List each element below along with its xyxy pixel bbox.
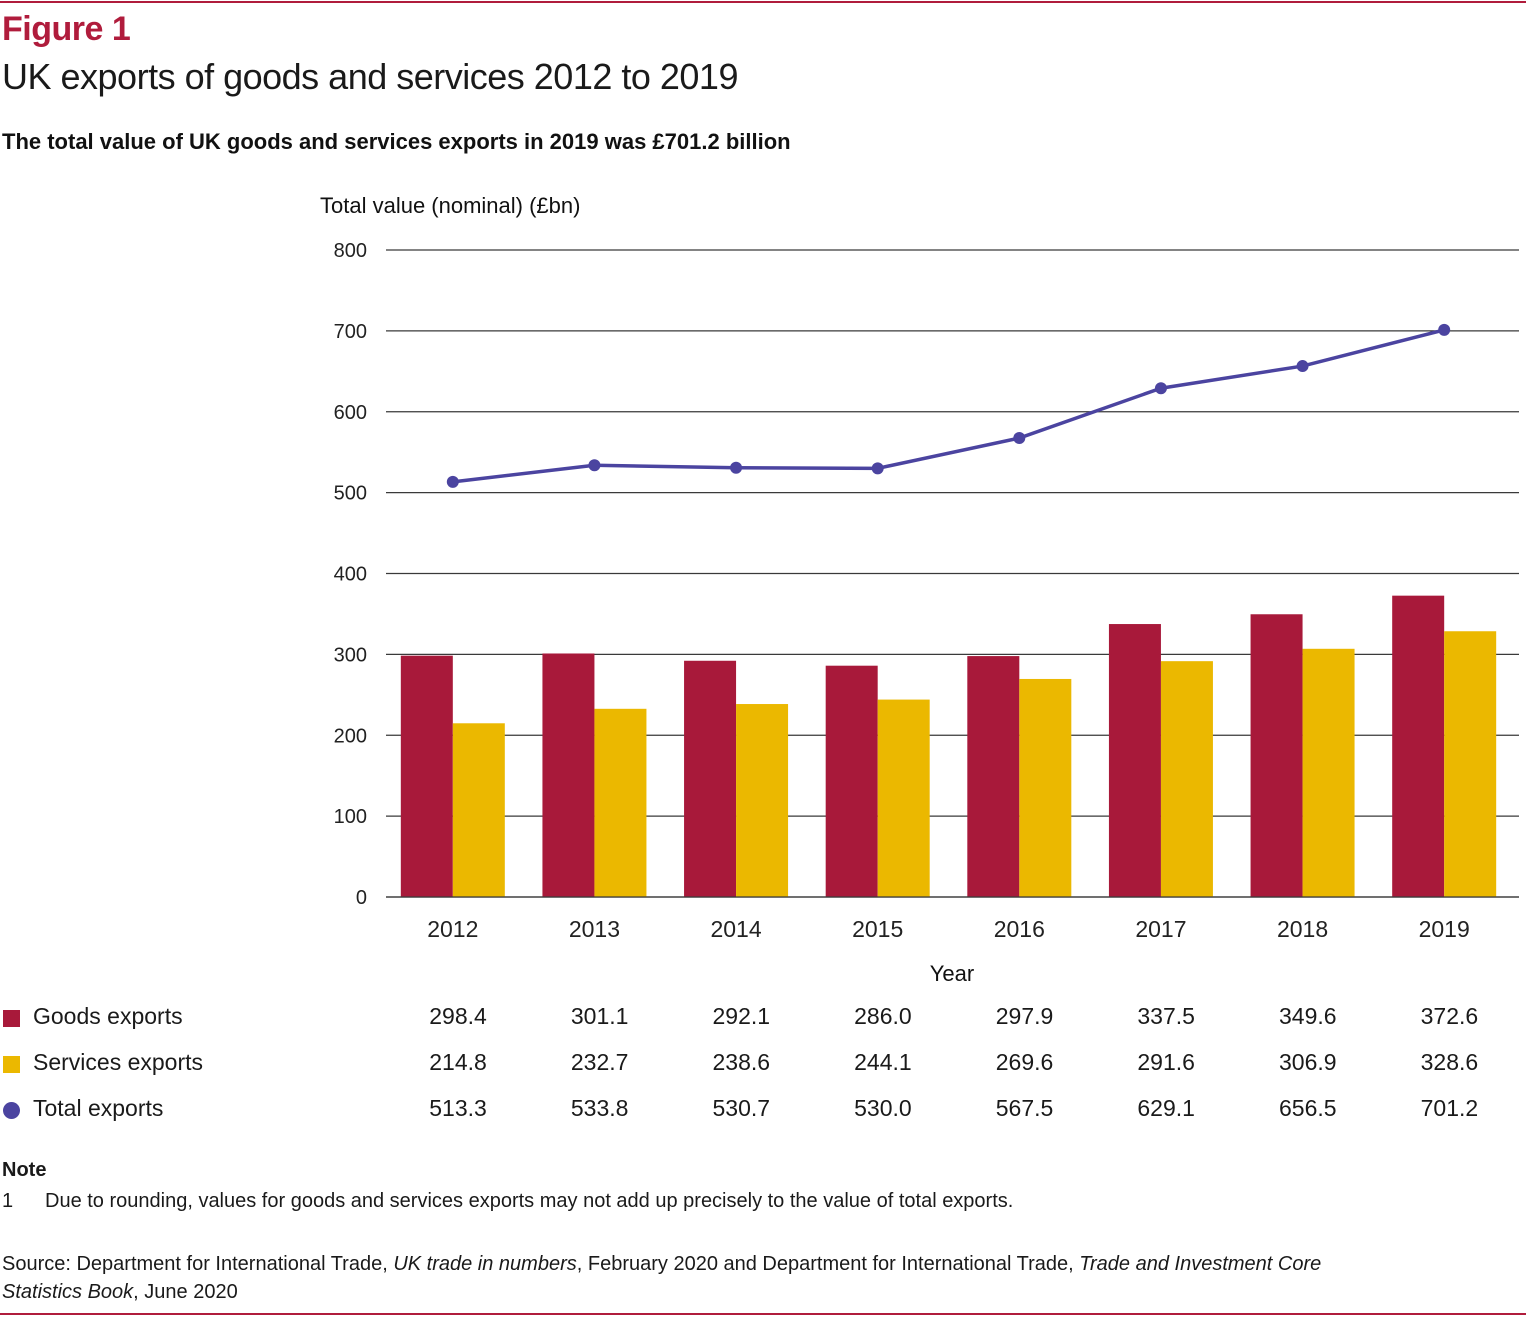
- source-suffix: , June 2020: [133, 1281, 238, 1303]
- services-bar: [736, 704, 789, 897]
- y-tick-label: 500: [334, 483, 367, 505]
- total-exports-point: [446, 475, 459, 488]
- table-cell: 372.6: [1420, 1003, 1479, 1029]
- source-title-1: UK trade in numbers: [393, 1253, 577, 1275]
- goods-bar: [967, 656, 1020, 897]
- y-tick-label: 0: [356, 887, 367, 909]
- x-tick-label: 2012: [427, 916, 478, 942]
- x-axis-title: Year: [930, 961, 974, 986]
- table-cell: 298.4: [429, 1003, 487, 1029]
- table-row: Total exports: [0, 1092, 1526, 1132]
- chart: Total value (nominal) (£bn) 0 100 200 300 400…: [320, 193, 1519, 986]
- x-tick-label: 2015: [852, 916, 903, 942]
- source-prefix: Source: Department for International Tra…: [2, 1253, 394, 1275]
- table-cell: 297.9: [995, 1003, 1054, 1029]
- table-cell: 567.5: [995, 1095, 1054, 1121]
- note-text: Due to rounding, values for goods and se…: [45, 1190, 1014, 1212]
- bottom-rule: [0, 1313, 1526, 1315]
- table-cell: 328.6: [1420, 1049, 1479, 1075]
- table-cell: 701.2: [1420, 1095, 1479, 1121]
- table-cell: 513.3: [429, 1095, 487, 1121]
- services-bar: [1160, 661, 1213, 897]
- goods-bar: [825, 665, 878, 897]
- total-exports-point: [730, 461, 743, 474]
- x-tick-label: 2017: [1135, 916, 1186, 942]
- total-exports-line: [452, 328, 1445, 484]
- table-cell: 656.5: [1279, 1095, 1337, 1121]
- goods-bar: [684, 660, 737, 897]
- y-tick-label: 700: [334, 321, 367, 343]
- table-cell: 238.6: [712, 1049, 771, 1075]
- services-bar: [594, 708, 647, 897]
- goods-bar: [1250, 614, 1303, 897]
- x-tick-label: 2018: [1277, 916, 1328, 942]
- y-tick-label: 600: [334, 402, 367, 424]
- services-bar: [877, 699, 930, 897]
- top-rule: [0, 1, 1526, 3]
- services-bar: [1302, 648, 1355, 897]
- table-cell: 286.0: [854, 1003, 912, 1029]
- y-tick-label: 800: [334, 240, 367, 262]
- note-number: 1: [2, 1190, 14, 1212]
- total-exports-point: [1154, 382, 1167, 395]
- figure-title: UK exports of goods and services 2012 to…: [2, 56, 738, 97]
- services-legend-swatch: [3, 1056, 20, 1073]
- total-exports-point: [1013, 432, 1026, 445]
- table-row: Services exports: [0, 1046, 1526, 1086]
- y-tick-label: 300: [334, 644, 367, 666]
- y-axis-title: Total value (nominal) (£bn): [320, 193, 580, 218]
- row-label: Goods exports: [33, 1003, 183, 1029]
- y-tick-label: 400: [334, 564, 367, 586]
- source-text: Source: Department for International Tra…: [2, 1250, 1402, 1306]
- table-cell: 291.6: [1137, 1049, 1195, 1075]
- total-exports-point: [588, 459, 601, 472]
- figure-label: Figure 1: [2, 10, 131, 48]
- table-cell: 301.1: [570, 1003, 629, 1029]
- services-bar: [1019, 678, 1072, 897]
- x-tick-label: 2019: [1419, 916, 1470, 942]
- table-cell: 629.1: [1137, 1095, 1195, 1121]
- total-exports-point: [1296, 360, 1309, 373]
- source-middle: , February 2020 and Department for Inter…: [576, 1253, 1080, 1275]
- table-cell: 244.1: [854, 1049, 912, 1075]
- row-label: Services exports: [33, 1049, 204, 1075]
- y-tick-label: 200: [334, 725, 367, 747]
- row-label: Total exports: [33, 1095, 164, 1121]
- total-exports-point: [871, 462, 884, 475]
- total-legend-swatch: [3, 1102, 20, 1119]
- y-tick-label: 100: [334, 806, 367, 828]
- table-cell: 533.8: [570, 1095, 629, 1121]
- services-bar: [1444, 631, 1497, 897]
- services-bar: [452, 723, 505, 897]
- goods-bar: [1108, 624, 1161, 897]
- goods-bar: [1392, 595, 1445, 897]
- goods-bar: [542, 653, 595, 897]
- goods-legend-swatch: [3, 1010, 20, 1027]
- goods-bar: [400, 655, 453, 897]
- table-cell: 530.0: [854, 1095, 912, 1121]
- table-cell: 214.8: [429, 1049, 487, 1075]
- table-cell: 530.7: [712, 1095, 771, 1121]
- table-cell: 292.1: [712, 1003, 771, 1029]
- total-exports-point: [1438, 323, 1451, 336]
- x-tick-label: 2016: [994, 916, 1045, 942]
- x-tick-label: 2014: [710, 916, 761, 942]
- source-title-2: Trade and Investment Core Statistics Boo…: [2, 1253, 1322, 1303]
- table-cell: 306.9: [1279, 1049, 1337, 1075]
- figure-subtitle: The total value of UK goods and services…: [2, 129, 791, 154]
- table-cell: 349.6: [1279, 1003, 1337, 1029]
- table-cell: 269.6: [995, 1049, 1054, 1075]
- table-row: Goods exports: [0, 1000, 1526, 1040]
- table-cell: 337.5: [1137, 1003, 1195, 1029]
- note-heading: Note: [2, 1159, 47, 1181]
- table-cell: 232.7: [570, 1049, 629, 1075]
- x-tick-label: 2013: [569, 916, 620, 942]
